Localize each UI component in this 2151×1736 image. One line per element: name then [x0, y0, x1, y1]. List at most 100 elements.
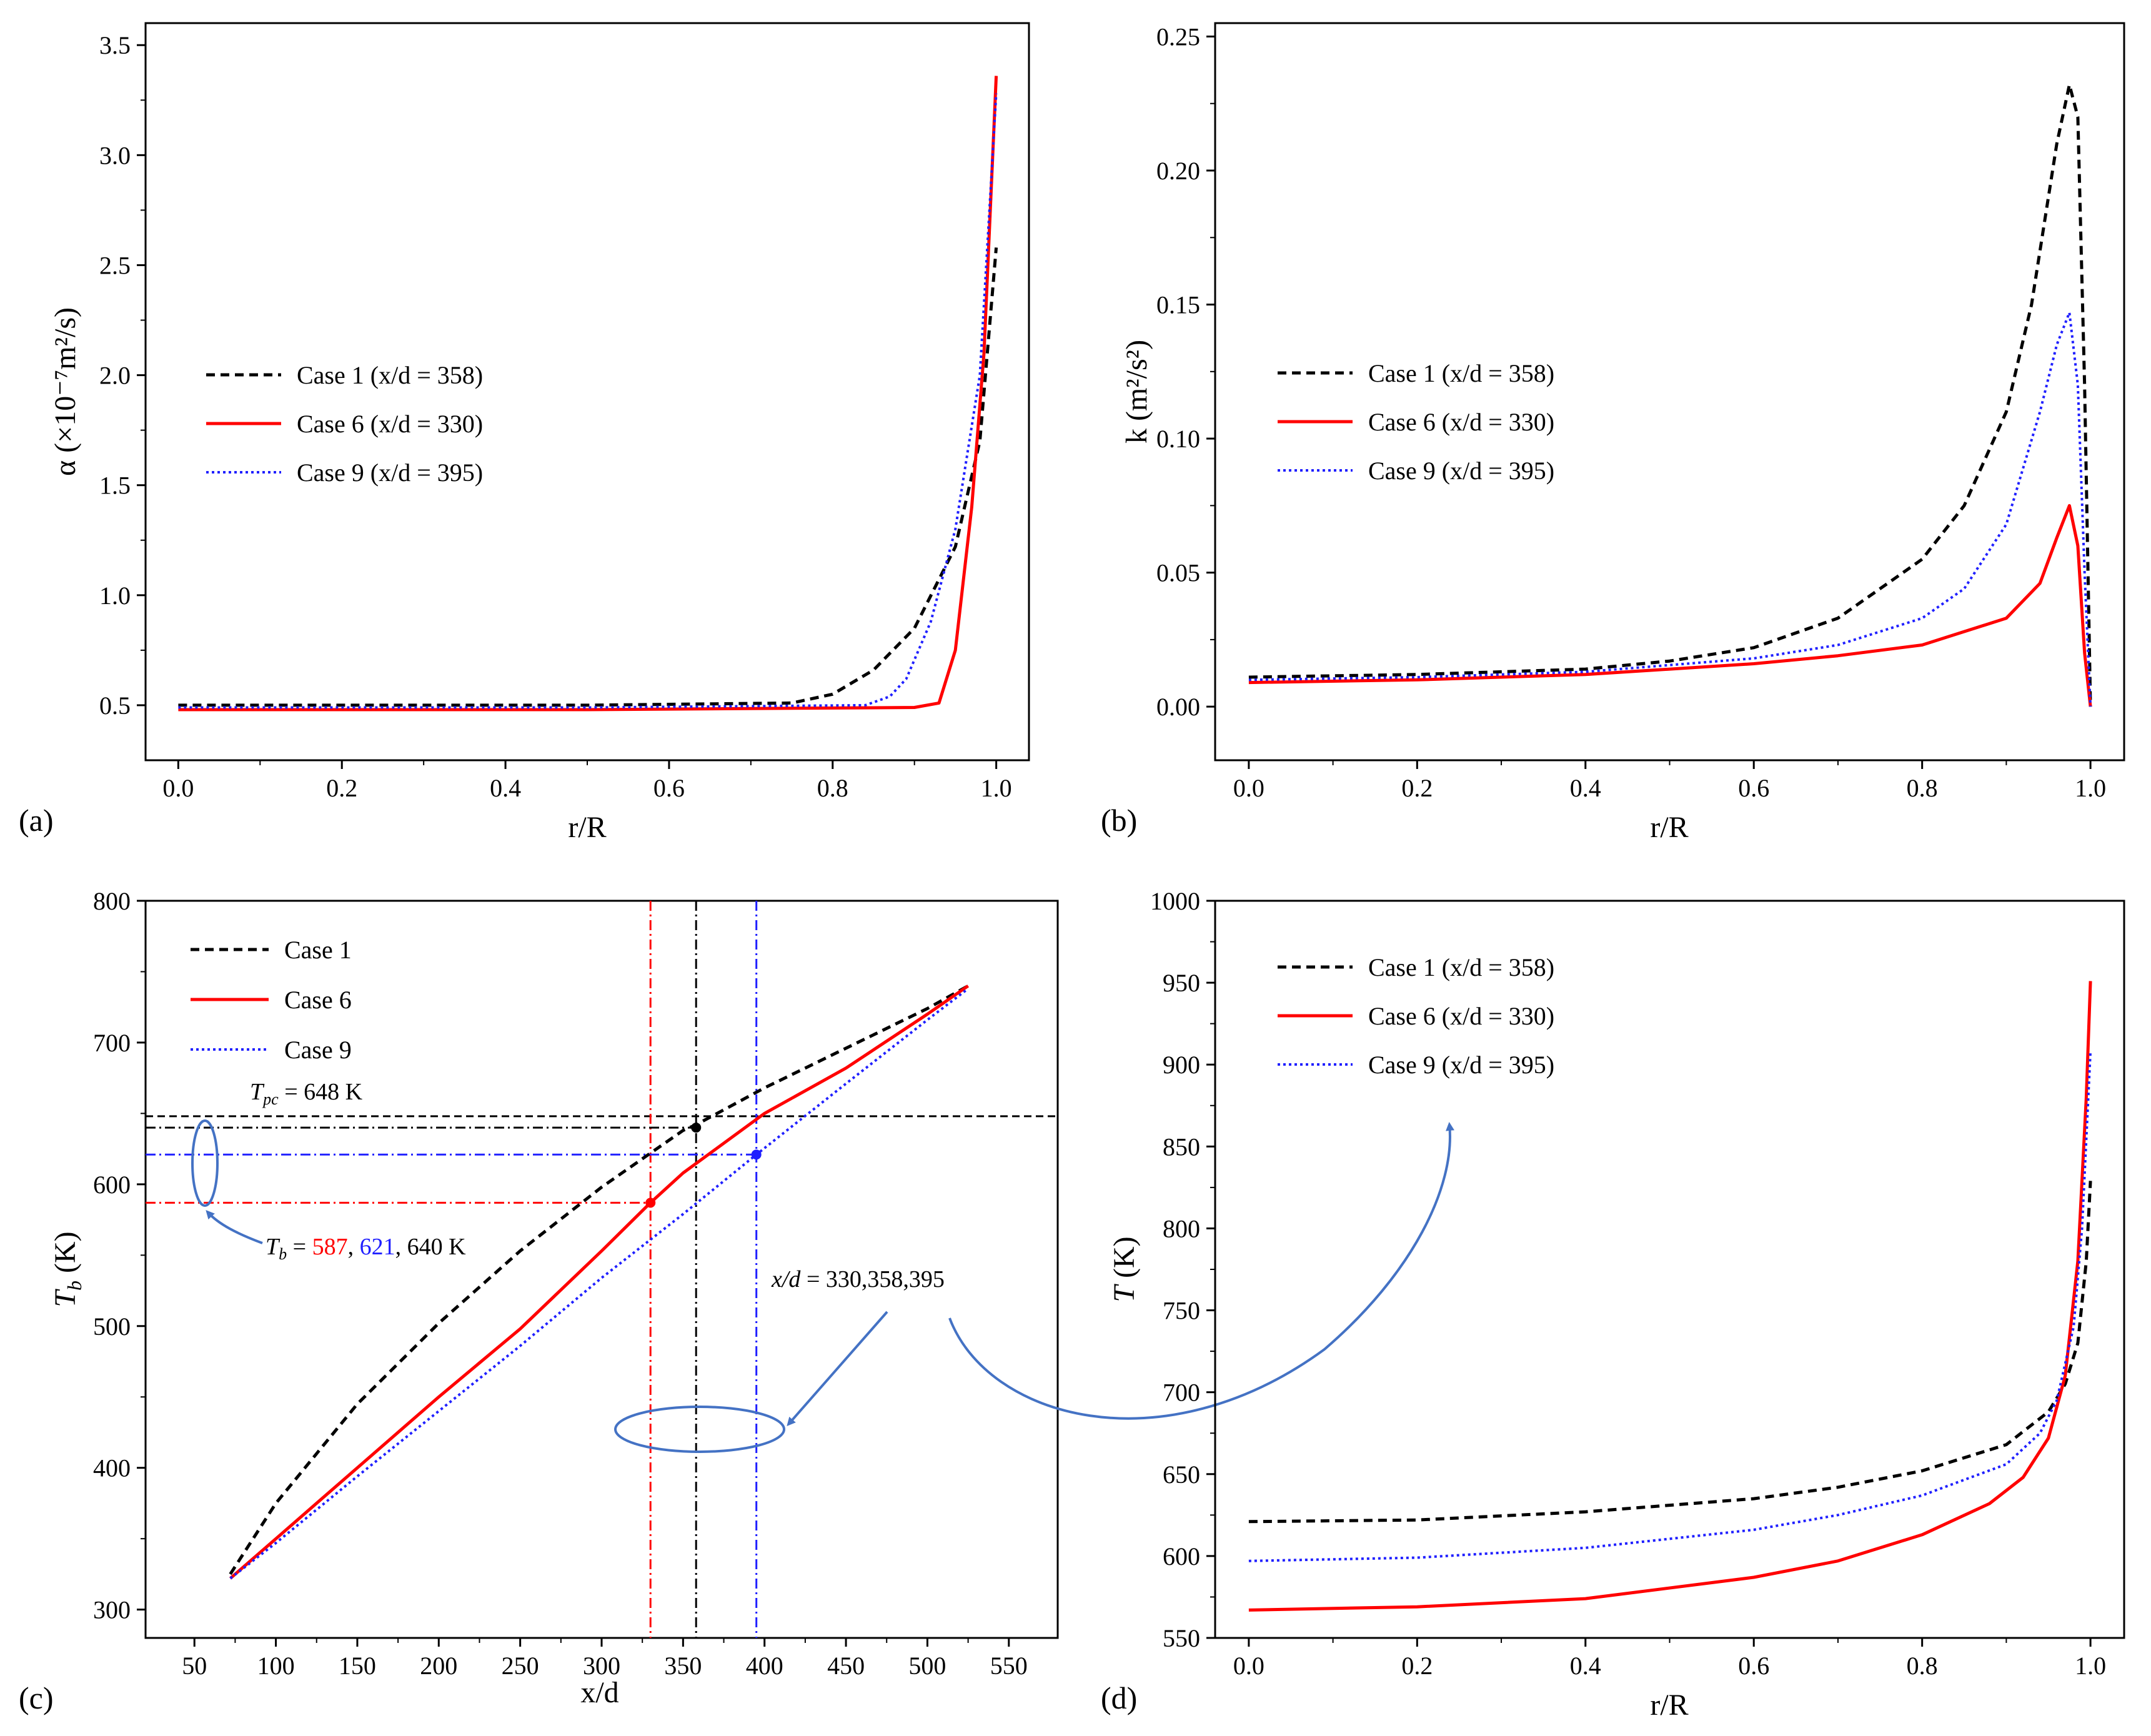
y-tick-label: 950: [1163, 969, 1200, 997]
y-ticks: 300 400 500 600 700 800: [93, 887, 146, 1624]
x-tick-label: 400: [746, 1652, 783, 1680]
x-tick-label: 100: [257, 1652, 295, 1680]
x-tick-label: 0.6: [1738, 774, 1769, 802]
y-tick-label: 1.0: [99, 582, 131, 610]
y-tick-label: 650: [1163, 1461, 1200, 1489]
y-tick-label: 0.05: [1156, 559, 1200, 587]
x-tick-label: 1.0: [981, 774, 1012, 802]
legend-label: Case 6: [284, 986, 352, 1014]
panel-d: 0.0 0.2 0.4 0.6 0.8 1.0 550 600 650 700 750 800 850…: [1101, 887, 2125, 1722]
series-line-case1: [1248, 1181, 2092, 1524]
panel-c: 50 100 150 200 250 300 350 400 450 500 550 3004005…: [19, 887, 1059, 1715]
legend: Case 1 (x/d = 358) Case 6 (x/d = 330) Case…: [1278, 953, 1554, 1079]
x-tick-label: 200: [420, 1652, 457, 1680]
x-ticks: 0.0 0.2 0.4 0.6 0.8 1.0: [1233, 760, 2106, 802]
series-line-case6: [1248, 503, 2092, 707]
y-tick-label: 0.20: [1156, 157, 1200, 185]
legend-label: Case 1: [284, 936, 352, 964]
legend: Case 1 (x/d = 358) Case 6 (x/d = 330) Case…: [1278, 359, 1554, 485]
x-tick-label: 0.0: [1233, 1652, 1264, 1680]
series-line-case1: [178, 247, 998, 707]
y-tick-label: 0.00: [1156, 693, 1200, 721]
y-tick-label: 0.25: [1156, 22, 1200, 51]
legend-label: Case 1 (x/d = 358): [297, 361, 483, 389]
series-line-case6: [178, 76, 998, 712]
x-tick-label: 150: [339, 1652, 376, 1680]
legend-label: Case 9 (x/d = 395): [1368, 1051, 1554, 1079]
tb-label: Tb = 587, 621, 640 K: [266, 1234, 466, 1263]
y-tick-label: 1.5: [99, 472, 131, 500]
series-line-case6: [229, 985, 970, 1580]
x-tick-label: 0.2: [326, 774, 357, 802]
series-group: [1248, 83, 2092, 707]
panel-label: (d): [1101, 1680, 1137, 1715]
y-tick-label: 750: [1163, 1297, 1200, 1325]
x-tick-label: 0.8: [1907, 1652, 1938, 1680]
x-tick-label: 450: [827, 1652, 865, 1680]
cross-panel-arrow: [948, 1122, 1454, 1420]
x-tick-label: 0.2: [1401, 1652, 1433, 1680]
x-tick-label: 1.0: [2075, 774, 2106, 802]
panel-b: 0.0 0.2 0.4 0.6 0.8 1.0 0.000.050.100.150.200…: [1101, 22, 2125, 844]
panel-label: (b): [1101, 803, 1137, 838]
legend: Case 1 Case 6 Case 9: [191, 936, 352, 1064]
legend-label: Case 9: [284, 1036, 352, 1064]
legend-label: Case 9 (x/d = 395): [297, 459, 483, 487]
y-tick-label: 0.5: [99, 692, 131, 720]
x-tick-label: 250: [502, 1652, 539, 1680]
xd-label: x/d = 330,358,395: [771, 1266, 945, 1292]
x-axis-label: r/R: [568, 811, 606, 844]
series-line-case6: [1248, 981, 2092, 1612]
x-ticks: 50 100 150 200 250 300 350 400 450 500 550: [182, 1638, 1028, 1680]
x-tick-label: 1.0: [2075, 1652, 2106, 1680]
x-axis-label: r/R: [1650, 811, 1688, 844]
panel-label: (a): [19, 803, 54, 838]
plot-frame: [1214, 900, 2125, 1639]
plot-frame: [1214, 22, 2125, 761]
x-tick-label: 0.6: [653, 774, 685, 802]
x-tick-label: 0.0: [162, 774, 194, 802]
xd-ellipse: [614, 1406, 785, 1453]
x-tick-label: 0.0: [1233, 774, 1264, 802]
y-tick-label: 550: [1163, 1624, 1200, 1652]
legend-label: Case 1 (x/d = 358): [1368, 359, 1554, 387]
x-tick-label: 0.8: [1907, 774, 1938, 802]
panel-a: 0.0 0.2 0.4 0.6 0.8 1.0 0.5 1.0 1.5 2.0 2.5 3.0 3.5…: [19, 22, 1030, 844]
x-tick-label: 550: [990, 1652, 1028, 1680]
legend-label: Case 1 (x/d = 358): [1368, 953, 1554, 981]
y-tick-label: 800: [93, 887, 131, 915]
x-tick-label: 0.6: [1738, 1652, 1769, 1680]
legend: Case 1 (x/d = 358) Case 6 (x/d = 330) Case…: [206, 361, 483, 487]
panel-label: (c): [19, 1680, 54, 1715]
y-axis-label: T (K): [1108, 1236, 1141, 1302]
y-tick-label: 600: [1163, 1542, 1200, 1570]
y-tick-label: 600: [93, 1171, 131, 1199]
legend-label: Case 6 (x/d = 330): [1368, 1002, 1554, 1030]
series-group: [229, 985, 970, 1580]
series-line-case1: [229, 985, 969, 1575]
y-tick-label: 500: [93, 1312, 131, 1341]
x-tick-label: 500: [908, 1652, 946, 1680]
tb-arrow: [206, 1210, 263, 1244]
y-tick-label: 850: [1163, 1133, 1200, 1161]
y-axis-label: Tb (K): [49, 1231, 86, 1307]
y-ticks: 0.00 0.05 0.10 0.15 0.20 0.25: [1156, 22, 1215, 721]
x-tick-label: 0.4: [1570, 1652, 1601, 1680]
legend-label: Case 6 (x/d = 330): [297, 410, 483, 438]
series-group: [1248, 981, 2092, 1612]
y-tick-label: 700: [93, 1029, 131, 1057]
y-ticks: 550 600 650 700 750 800 850 900 950 1000: [1150, 887, 1215, 1652]
y-axis-label: α (×10⁻⁷m²/s): [49, 307, 82, 476]
legend-label: Case 6 (x/d = 330): [1368, 408, 1554, 436]
x-axis-label: r/R: [1650, 1689, 1688, 1722]
y-axis-label: k (m²/s²): [1120, 340, 1153, 444]
y-tick-label: 2.5: [99, 251, 131, 279]
reference-lines: [146, 901, 1058, 1638]
series-group: [178, 76, 998, 712]
x-tick-label: 300: [583, 1652, 620, 1680]
legend-label: Case 9 (x/d = 395): [1368, 457, 1554, 485]
x-tick-label: 350: [664, 1652, 702, 1680]
y-tick-label: 2.0: [99, 362, 131, 390]
x-tick-label: 0.8: [817, 774, 848, 802]
